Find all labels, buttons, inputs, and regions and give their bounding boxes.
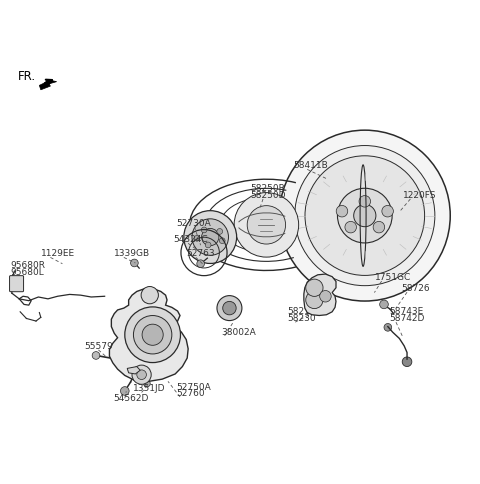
Polygon shape — [109, 289, 188, 381]
Circle shape — [137, 370, 146, 380]
Text: 52730A: 52730A — [177, 218, 211, 227]
Text: 52763: 52763 — [186, 249, 215, 258]
Circle shape — [142, 324, 163, 346]
Text: 58250R: 58250R — [251, 183, 286, 193]
Circle shape — [201, 227, 207, 233]
Circle shape — [92, 352, 100, 360]
Circle shape — [320, 291, 331, 302]
Circle shape — [373, 222, 384, 233]
Text: 55579: 55579 — [84, 341, 113, 350]
Text: 58743E: 58743E — [389, 307, 423, 316]
Circle shape — [197, 260, 204, 268]
FancyBboxPatch shape — [10, 276, 24, 292]
Circle shape — [306, 292, 323, 309]
Circle shape — [202, 229, 219, 246]
Circle shape — [380, 301, 388, 309]
Circle shape — [205, 242, 211, 248]
Text: 58411B: 58411B — [293, 161, 327, 170]
Text: FR.: FR. — [18, 70, 36, 82]
Circle shape — [184, 211, 237, 264]
Circle shape — [345, 222, 357, 233]
Text: 52760: 52760 — [177, 388, 205, 397]
Circle shape — [336, 206, 348, 217]
Circle shape — [194, 236, 200, 242]
Circle shape — [217, 296, 242, 321]
Circle shape — [305, 156, 425, 276]
Text: 58210A: 58210A — [287, 307, 322, 316]
Text: 38002A: 38002A — [221, 327, 255, 336]
Text: 58726: 58726 — [401, 284, 430, 293]
Circle shape — [141, 287, 158, 304]
Text: 1339GB: 1339GB — [114, 249, 150, 258]
Circle shape — [382, 206, 394, 217]
Text: 52750A: 52750A — [177, 382, 211, 391]
Text: 1129EE: 1129EE — [41, 249, 75, 258]
Circle shape — [219, 238, 225, 244]
Circle shape — [384, 324, 392, 332]
Circle shape — [217, 229, 223, 235]
Text: 58250D: 58250D — [251, 191, 286, 199]
Circle shape — [402, 357, 412, 367]
Text: 58230: 58230 — [287, 314, 316, 322]
Text: 1751GC: 1751GC — [375, 272, 412, 282]
Circle shape — [223, 302, 236, 315]
Text: 95680R: 95680R — [11, 260, 46, 269]
Circle shape — [144, 380, 150, 387]
Text: 54324C: 54324C — [173, 235, 207, 244]
Circle shape — [359, 196, 371, 208]
Circle shape — [125, 353, 132, 360]
Circle shape — [247, 206, 286, 244]
Circle shape — [125, 307, 180, 363]
Text: 1351JD: 1351JD — [133, 383, 166, 392]
Circle shape — [133, 316, 172, 354]
Circle shape — [132, 365, 151, 384]
Polygon shape — [39, 80, 57, 91]
Circle shape — [279, 131, 450, 302]
Text: 58742D: 58742D — [389, 314, 424, 322]
Text: 54562D: 54562D — [113, 393, 148, 402]
Text: 1220FS: 1220FS — [403, 191, 437, 199]
Circle shape — [234, 193, 299, 257]
Circle shape — [192, 219, 228, 256]
Circle shape — [354, 205, 376, 227]
Polygon shape — [304, 274, 336, 316]
Text: 95680L: 95680L — [11, 267, 44, 276]
Polygon shape — [127, 367, 140, 374]
Circle shape — [131, 259, 138, 267]
Circle shape — [120, 387, 129, 395]
Circle shape — [295, 146, 435, 286]
Circle shape — [306, 280, 323, 297]
Circle shape — [337, 189, 392, 243]
